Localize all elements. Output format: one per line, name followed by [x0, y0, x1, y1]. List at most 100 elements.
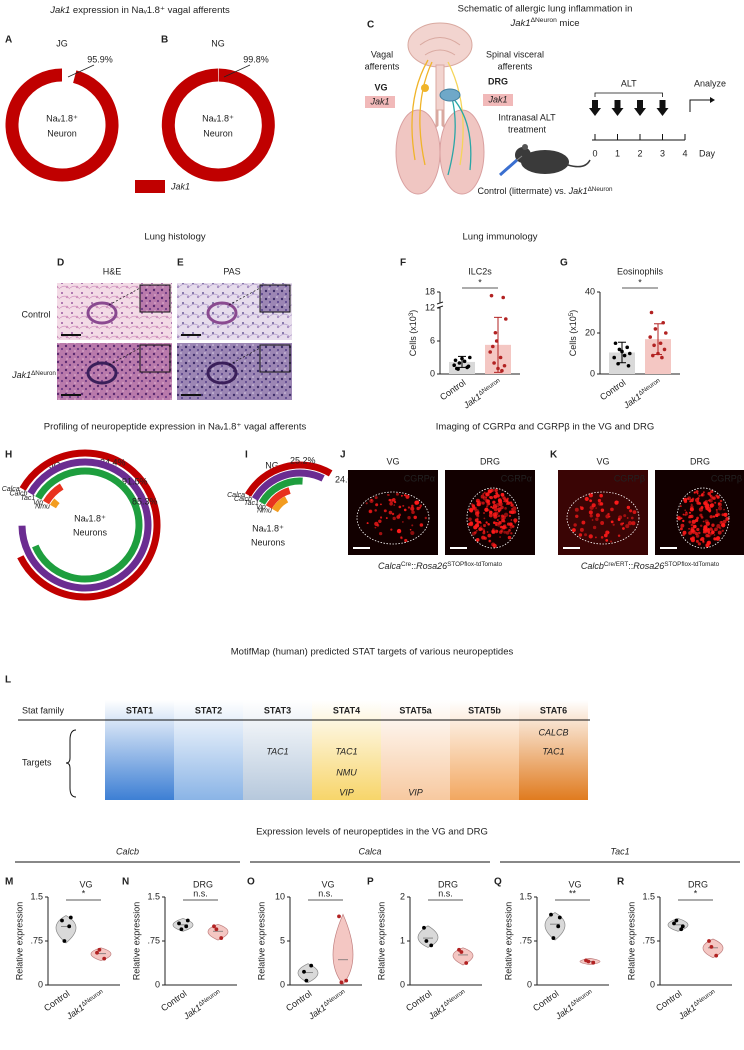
value-label: 25.2% [290, 455, 316, 465]
series-label: Tac1 [20, 495, 35, 502]
text-part: Jak1 [11, 370, 31, 380]
cell-signal [489, 510, 493, 515]
panel-title: VG [568, 879, 581, 889]
text-part: Jak1 [510, 18, 531, 29]
donut-arc [5, 68, 119, 182]
text-part: Calcb [581, 561, 604, 571]
ganglion-outline [566, 491, 640, 545]
ring-arc [42, 483, 64, 505]
label: DRG [488, 76, 508, 86]
data-point [625, 345, 629, 350]
cell-signal [707, 540, 712, 545]
cell-signal [403, 508, 407, 512]
cell-signal [705, 543, 710, 548]
y-tick-label: .75 [147, 935, 160, 945]
inset-guide [108, 347, 141, 366]
cell-signal [695, 539, 699, 543]
data-point [302, 969, 306, 974]
cell-signal [411, 504, 414, 508]
cell-signal [474, 531, 477, 534]
cell-signal [392, 516, 396, 521]
cell-signal [498, 514, 501, 517]
leader-line [67, 64, 95, 78]
cell-signal [494, 521, 498, 525]
treatment-arrow [589, 100, 601, 116]
cell-signal [705, 533, 709, 538]
text-part: ΔNeuron [322, 988, 347, 1008]
center-label: Neuron [47, 128, 77, 138]
cell-signal [622, 527, 625, 530]
cell-signal [631, 521, 636, 526]
cell-signal [505, 526, 508, 529]
center-label: Naᵥ1.8⁺ [74, 513, 106, 523]
series-label: Nmu [35, 503, 50, 510]
violin [90, 947, 112, 961]
cell-signal [707, 531, 711, 534]
cell-signal [374, 526, 377, 529]
data-point [488, 350, 493, 354]
data-point [617, 347, 622, 352]
cell-signal [709, 515, 713, 519]
cell-signal [416, 506, 420, 511]
panel-letter: J [340, 450, 346, 461]
cell-signal [503, 500, 505, 503]
y-tick-label: 20 [585, 327, 595, 337]
cell-signal [700, 515, 704, 519]
text-part: ΔNeuron [31, 370, 56, 377]
cell-signal [711, 523, 715, 527]
cell-signal [725, 517, 730, 521]
cell-signal [470, 503, 474, 506]
cell-signal [424, 516, 428, 520]
data-point [612, 355, 616, 360]
label: Intranasal ALT [498, 112, 556, 122]
column-band [312, 700, 381, 800]
y-tick-label: 1.5 [519, 891, 532, 901]
cell-signal [487, 509, 490, 512]
cell-signal [629, 509, 633, 513]
cell-signal [696, 517, 699, 520]
text-part: ΔNeuron [80, 988, 105, 1008]
cell-signal [493, 494, 498, 499]
target-gene: TAC1 [335, 746, 357, 756]
cell-signal [617, 534, 621, 538]
data-point [664, 331, 668, 335]
cell-signal [584, 533, 588, 537]
center-label: Naᵥ1.8⁺ [46, 113, 78, 123]
column-header: STAT5b [468, 705, 501, 715]
cell-signal [468, 517, 472, 522]
data-point [493, 330, 498, 335]
x-tick-label: Jak1ΔNeuron [181, 988, 224, 1023]
cell-signal [701, 492, 704, 495]
cell-signal [618, 515, 623, 520]
cell-signal [505, 530, 510, 535]
data-point [468, 355, 472, 360]
stain-label: H&E [103, 266, 122, 276]
text-part: Cre/ERT [604, 561, 629, 568]
text-part: Rosa26 [416, 561, 447, 571]
column-band [174, 700, 243, 800]
day-label: 2 [637, 148, 642, 158]
cell-signal [411, 510, 415, 515]
panel-letter: N [122, 877, 129, 888]
cell-signal [513, 518, 518, 523]
y-axis-label: Relative expression [256, 902, 266, 981]
cell-signal [685, 511, 688, 514]
series-label: Nmu [257, 507, 272, 514]
cell-signal [396, 515, 401, 519]
row-label: Jak1ΔNeuron [11, 370, 56, 381]
cell-signal [495, 492, 499, 495]
cell-signal [632, 510, 637, 514]
value-label: 84.4% [100, 457, 126, 467]
column-header: STAT3 [264, 705, 291, 715]
cell-signal [676, 515, 681, 520]
data-point [492, 361, 496, 365]
y-tick-label: 40 [585, 286, 595, 296]
label: Vagal [371, 49, 393, 59]
cell-signal [595, 517, 599, 521]
ring-arc [258, 477, 303, 505]
cell-signal [368, 509, 373, 514]
cell-signal [695, 490, 699, 494]
cell-signal [723, 508, 725, 511]
cell-signal [595, 536, 597, 539]
text-part: ) [408, 310, 418, 313]
